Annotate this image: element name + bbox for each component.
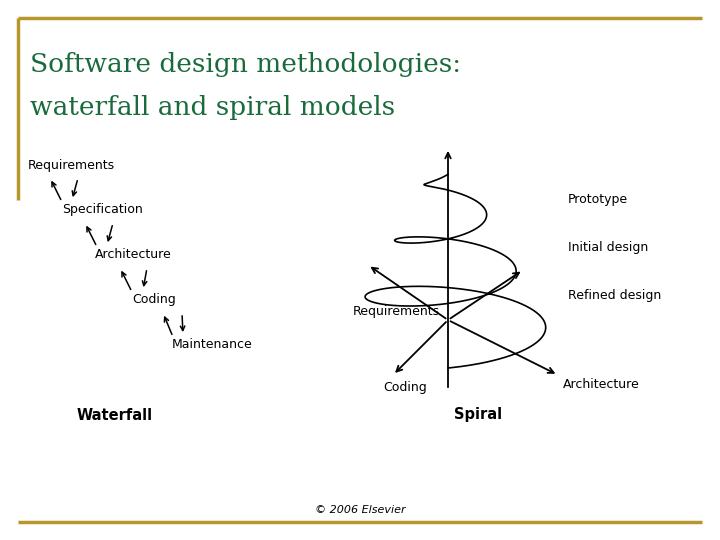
Text: Spiral: Spiral <box>454 408 502 422</box>
Text: Requirements: Requirements <box>353 306 440 319</box>
Text: Coding: Coding <box>383 381 427 395</box>
Text: Software design methodologies:: Software design methodologies: <box>30 52 461 77</box>
Text: Architecture: Architecture <box>95 248 172 261</box>
Text: Maintenance: Maintenance <box>172 339 253 352</box>
Text: Refined design: Refined design <box>568 288 661 301</box>
Text: Requirements: Requirements <box>28 159 115 172</box>
Text: Architecture: Architecture <box>563 379 640 392</box>
Text: waterfall and spiral models: waterfall and spiral models <box>30 95 395 120</box>
Text: Initial design: Initial design <box>568 241 648 254</box>
Text: Coding: Coding <box>132 294 176 307</box>
Text: Prototype: Prototype <box>568 193 628 206</box>
Text: Waterfall: Waterfall <box>77 408 153 422</box>
Text: © 2006 Elsevier: © 2006 Elsevier <box>315 505 405 515</box>
Text: Specification: Specification <box>62 204 143 217</box>
